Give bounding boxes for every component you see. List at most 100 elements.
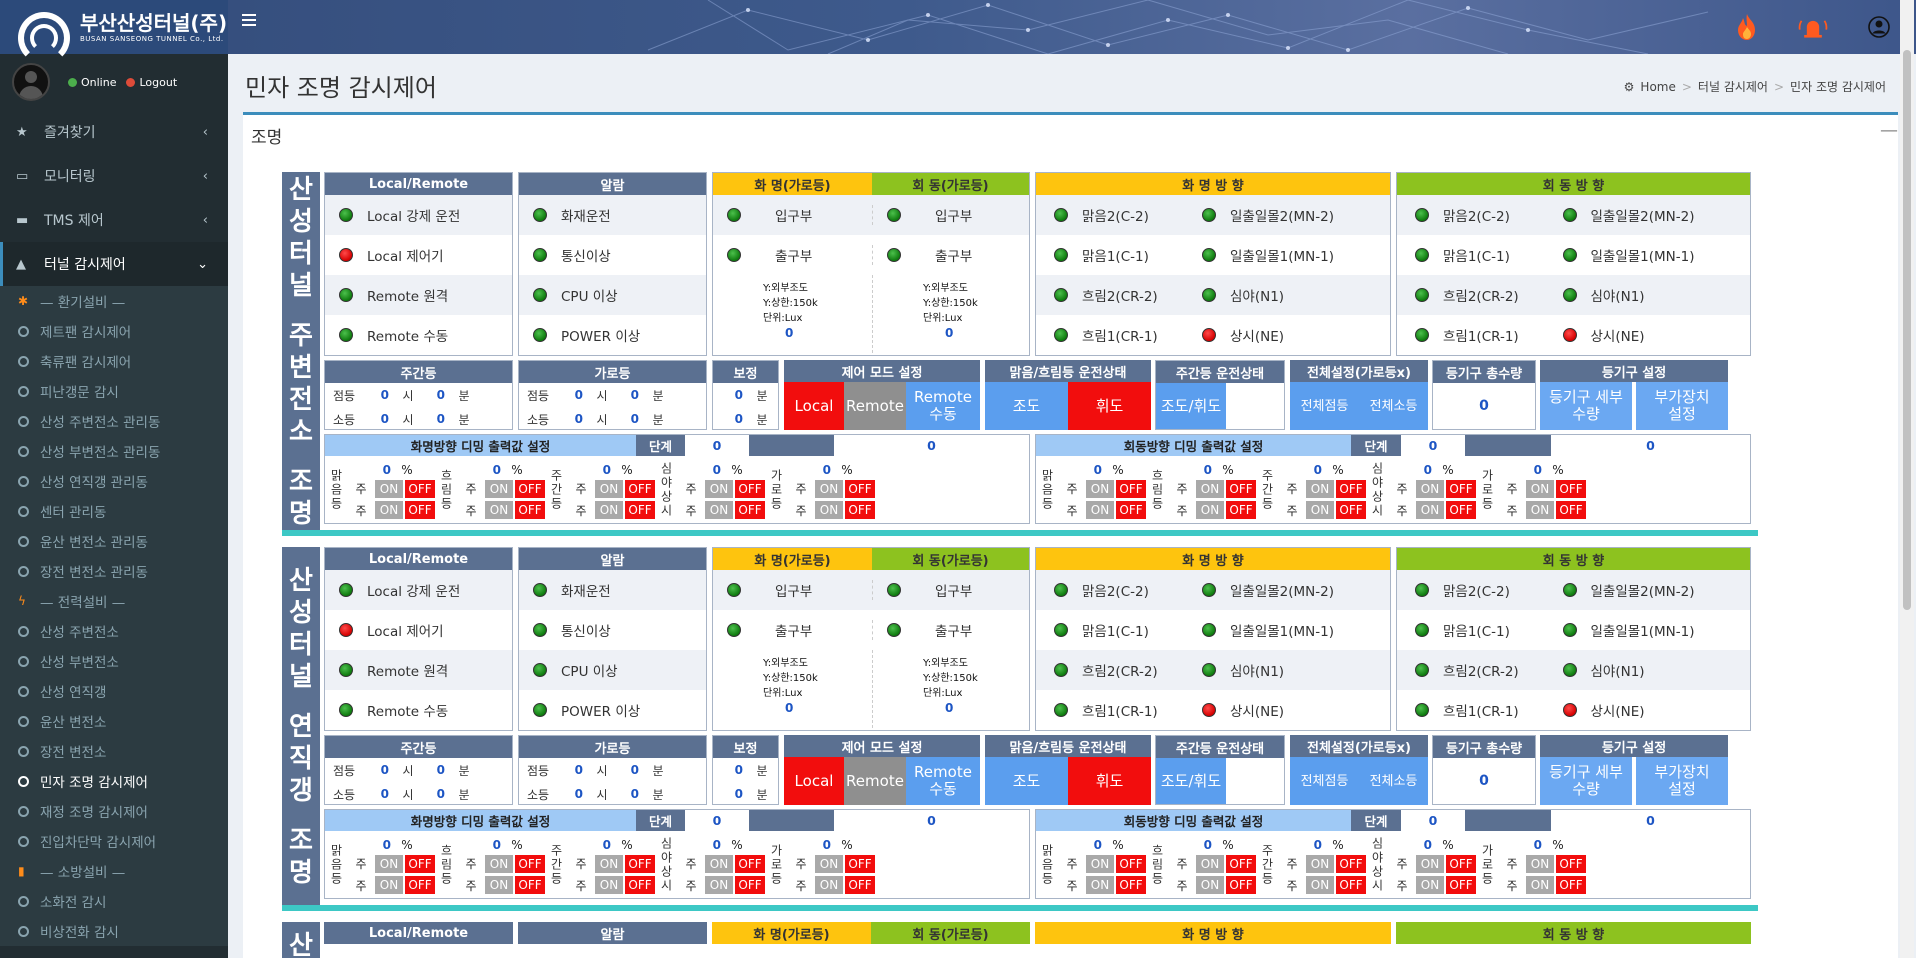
- remote-mode-button[interactable]: Remote: [844, 382, 906, 430]
- off-button[interactable]: OFF: [1556, 876, 1586, 895]
- submenu-item-18[interactable]: 진입차단막 감시제어: [0, 826, 228, 856]
- on-button[interactable]: ON: [375, 479, 403, 498]
- local-mode-button[interactable]: Local: [784, 757, 844, 805]
- remote-manual-button[interactable]: Remote 수동: [906, 382, 980, 430]
- submenu-item-9[interactable]: 장전 변전소 관리동: [0, 556, 228, 586]
- sidebar-item-2[interactable]: ▬ TMS 제어 ‹: [0, 198, 228, 242]
- logout-link[interactable]: Logout: [126, 76, 177, 89]
- submenu-item-11[interactable]: 산성 주변전소: [0, 616, 228, 646]
- submenu-item-15[interactable]: 장전 변전소: [0, 736, 228, 766]
- off-button[interactable]: OFF: [625, 876, 655, 895]
- off-button[interactable]: OFF: [1226, 501, 1256, 520]
- aux-setting-button[interactable]: 부가장치 설정: [1636, 757, 1728, 805]
- off-button[interactable]: OFF: [845, 876, 875, 895]
- sidebar-item-1[interactable]: ▭ 모니터링 ‹: [0, 154, 228, 198]
- on-button[interactable]: ON: [595, 876, 623, 895]
- on-button[interactable]: ON: [1086, 501, 1114, 520]
- off-button[interactable]: OFF: [405, 876, 435, 895]
- off-button[interactable]: OFF: [625, 501, 655, 520]
- off-button[interactable]: OFF: [625, 854, 655, 873]
- remote-manual-button[interactable]: Remote 수동: [906, 757, 980, 805]
- off-button[interactable]: OFF: [735, 479, 765, 498]
- off-button[interactable]: OFF: [1446, 479, 1476, 498]
- fixture-detail-button[interactable]: 등기구 세부수량: [1540, 382, 1632, 430]
- on-button[interactable]: ON: [815, 479, 843, 498]
- off-button[interactable]: OFF: [1226, 854, 1256, 873]
- on-button[interactable]: ON: [375, 501, 403, 520]
- on-button[interactable]: ON: [485, 876, 513, 895]
- on-button[interactable]: ON: [485, 501, 513, 520]
- on-button[interactable]: ON: [595, 479, 623, 498]
- fire-alarm-icon[interactable]: [1732, 12, 1762, 42]
- local-mode-button[interactable]: Local: [784, 382, 844, 430]
- on-button[interactable]: ON: [1306, 501, 1334, 520]
- on-button[interactable]: ON: [1306, 479, 1334, 498]
- page-scrollbar[interactable]: [1900, 0, 1914, 958]
- off-button[interactable]: OFF: [1336, 501, 1366, 520]
- on-button[interactable]: ON: [1526, 854, 1554, 873]
- on-button[interactable]: ON: [1526, 876, 1554, 895]
- submenu-item-21[interactable]: 비상전화 감시: [0, 916, 228, 946]
- on-button[interactable]: ON: [595, 854, 623, 873]
- all-off-button[interactable]: 전체소등: [1359, 382, 1428, 430]
- logo[interactable]: 부산산성터널(주) BUSAN SANSEONG TUNNEL Co., Ltd…: [0, 0, 228, 64]
- on-button[interactable]: ON: [375, 876, 403, 895]
- submenu-item-7[interactable]: 센터 관리동: [0, 496, 228, 526]
- on-button[interactable]: ON: [815, 854, 843, 873]
- off-button[interactable]: OFF: [1336, 876, 1366, 895]
- submenu-item-4[interactable]: 산성 주변전소 관리동: [0, 406, 228, 436]
- off-button[interactable]: OFF: [515, 479, 545, 498]
- off-button[interactable]: OFF: [1226, 479, 1256, 498]
- on-button[interactable]: ON: [1196, 854, 1224, 873]
- off-button[interactable]: OFF: [405, 479, 435, 498]
- breadcrumb-home[interactable]: Home: [1640, 79, 1676, 94]
- menu-toggle-icon[interactable]: [242, 14, 256, 28]
- all-on-button[interactable]: 전체점등: [1290, 757, 1359, 805]
- on-button[interactable]: ON: [485, 479, 513, 498]
- on-button[interactable]: ON: [1416, 854, 1444, 873]
- on-button[interactable]: ON: [1416, 501, 1444, 520]
- on-button[interactable]: ON: [1196, 876, 1224, 895]
- user-account-icon[interactable]: [1864, 12, 1894, 42]
- submenu-item-14[interactable]: 윤산 변전소: [0, 706, 228, 736]
- submenu-item-5[interactable]: 산성 부변전소 관리동: [0, 436, 228, 466]
- aux-setting-button[interactable]: 부가장치 설정: [1636, 382, 1728, 430]
- submenu-item-3[interactable]: 피난갱문 감시: [0, 376, 228, 406]
- on-button[interactable]: ON: [705, 876, 733, 895]
- on-button[interactable]: ON: [1416, 876, 1444, 895]
- on-button[interactable]: ON: [815, 876, 843, 895]
- off-button[interactable]: OFF: [1556, 854, 1586, 873]
- off-button[interactable]: OFF: [405, 854, 435, 873]
- off-button[interactable]: OFF: [1116, 876, 1146, 895]
- submenu-item-6[interactable]: 산성 연직갱 관리동: [0, 466, 228, 496]
- on-button[interactable]: ON: [1526, 501, 1554, 520]
- on-button[interactable]: ON: [1306, 876, 1334, 895]
- on-button[interactable]: ON: [1086, 854, 1114, 873]
- on-button[interactable]: ON: [705, 479, 733, 498]
- jodo-hwido-button[interactable]: 조도/휘도: [1156, 383, 1226, 429]
- submenu-item-8[interactable]: 윤산 변전소 관리동: [0, 526, 228, 556]
- off-button[interactable]: OFF: [515, 501, 545, 520]
- hwido-button[interactable]: 휘도: [1068, 757, 1151, 805]
- off-button[interactable]: OFF: [1336, 479, 1366, 498]
- off-button[interactable]: OFF: [735, 854, 765, 873]
- submenu-item-16[interactable]: 민자 조명 감시제어: [0, 766, 228, 796]
- off-button[interactable]: OFF: [1446, 854, 1476, 873]
- off-button[interactable]: OFF: [845, 479, 875, 498]
- on-button[interactable]: ON: [705, 501, 733, 520]
- off-button[interactable]: OFF: [845, 501, 875, 520]
- off-button[interactable]: OFF: [1226, 876, 1256, 895]
- off-button[interactable]: OFF: [1336, 854, 1366, 873]
- submenu-item-2[interactable]: 축류팬 감시제어: [0, 346, 228, 376]
- on-button[interactable]: ON: [1306, 854, 1334, 873]
- off-button[interactable]: OFF: [845, 854, 875, 873]
- off-button[interactable]: OFF: [735, 501, 765, 520]
- emergency-siren-icon[interactable]: [1798, 12, 1828, 42]
- submenu-item-17[interactable]: 재정 조명 감시제어: [0, 796, 228, 826]
- on-button[interactable]: ON: [705, 854, 733, 873]
- on-button[interactable]: ON: [1086, 479, 1114, 498]
- on-button[interactable]: ON: [1416, 479, 1444, 498]
- jodo-hwido-button[interactable]: 조도/휘도: [1156, 758, 1226, 804]
- collapse-icon[interactable]: —: [1880, 120, 1898, 141]
- off-button[interactable]: OFF: [735, 876, 765, 895]
